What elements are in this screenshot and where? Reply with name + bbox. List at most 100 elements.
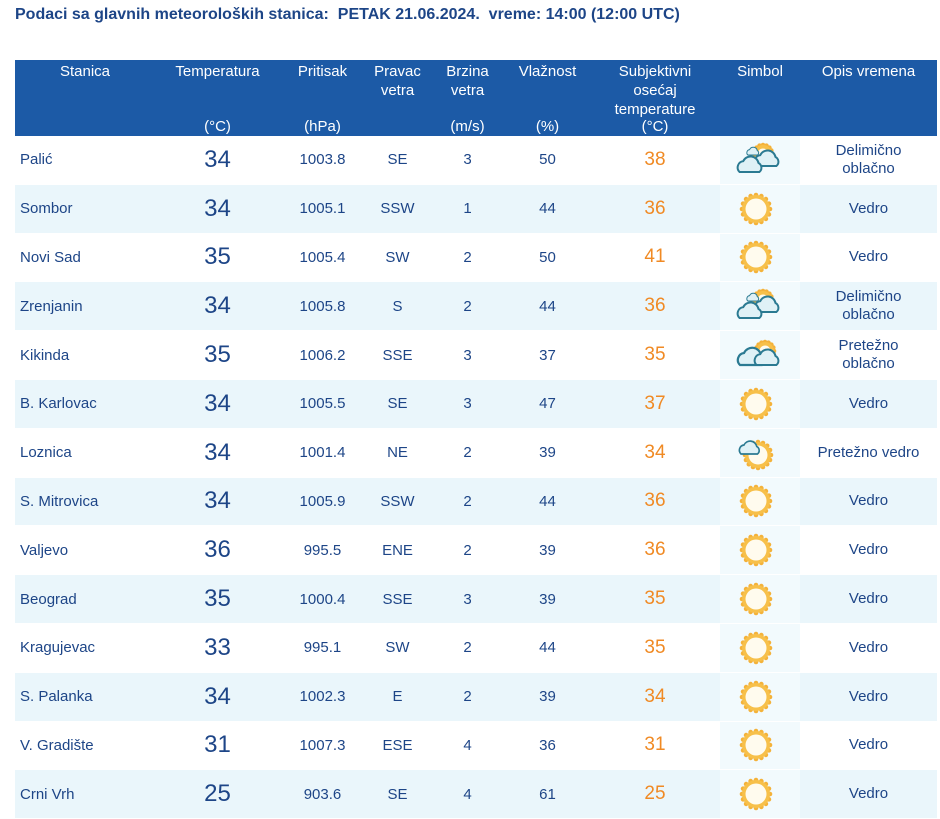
table-row: Kragujevac 33 995.1 SW 2 44 35 Vedro — [15, 623, 937, 673]
cell-wind-speed: 2 — [430, 281, 505, 332]
cell-pressure: 1005.1 — [280, 184, 365, 234]
cell-symbol — [720, 136, 800, 185]
cell-symbol — [720, 525, 800, 576]
cell-temperature: 35 — [155, 574, 280, 624]
cell-station: Palić — [15, 136, 155, 185]
header-label: Pravac vetra — [374, 63, 421, 99]
cell-temperature: 25 — [155, 769, 280, 819]
header-humidity: Vlažnost (%) — [505, 60, 590, 136]
cell-wind-speed: 3 — [430, 379, 505, 429]
cell-description: Vedro — [800, 379, 937, 429]
cell-wind-speed: 3 — [430, 136, 505, 185]
cell-wind-speed: 3 — [430, 330, 505, 380]
cell-humidity: 39 — [505, 428, 590, 478]
cell-wind-direction: NE — [365, 428, 430, 478]
cell-feels-like: 36 — [590, 525, 720, 576]
cell-feels-like: 36 — [590, 477, 720, 527]
cell-wind-speed: 4 — [430, 769, 505, 819]
cell-station: Kikinda — [15, 330, 155, 380]
cell-temperature: 34 — [155, 379, 280, 429]
cell-station: B. Karlovac — [15, 379, 155, 429]
table-row: S. Mitrovica 34 1005.9 SSW 2 44 36 Vedro — [15, 477, 937, 527]
cell-wind-direction: SSW — [365, 477, 430, 527]
cell-symbol — [720, 184, 800, 234]
header-temperature: Temperatura (°C) — [155, 60, 280, 136]
cell-humidity: 47 — [505, 379, 590, 429]
partly-cloudy-icon — [736, 288, 780, 320]
cell-pressure: 903.6 — [280, 769, 365, 819]
cell-humidity: 36 — [505, 721, 590, 771]
cell-wind-direction: S — [365, 281, 430, 332]
cell-wind-direction: SSW — [365, 184, 430, 234]
cell-feels-like: 35 — [590, 330, 720, 380]
cell-humidity: 50 — [505, 233, 590, 283]
table-row: Crni Vrh 25 903.6 SE 4 61 25 Vedro — [15, 769, 937, 819]
cell-station: S. Mitrovica — [15, 477, 155, 527]
cell-pressure: 1002.3 — [280, 672, 365, 722]
cell-description: Delimično oblačno — [800, 136, 937, 185]
cell-station: Beograd — [15, 574, 155, 624]
cell-description: Vedro — [800, 477, 937, 527]
cell-temperature: 34 — [155, 477, 280, 527]
cell-description: Vedro — [800, 721, 937, 771]
cell-temperature: 34 — [155, 428, 280, 478]
cell-description: Vedro — [800, 623, 937, 673]
cell-pressure: 1005.5 — [280, 379, 365, 429]
cell-station: Loznica — [15, 428, 155, 478]
cell-feels-like: 25 — [590, 769, 720, 819]
cell-symbol — [720, 623, 800, 673]
cell-symbol — [720, 721, 800, 771]
cell-station: Valjevo — [15, 525, 155, 576]
cell-wind-direction: SE — [365, 379, 430, 429]
sun-icon — [739, 241, 773, 274]
cell-feels-like: 36 — [590, 184, 720, 234]
cell-symbol — [720, 428, 800, 478]
cell-symbol — [720, 769, 800, 819]
cell-feels-like: 37 — [590, 379, 720, 429]
header-unit: (°C) — [641, 118, 669, 135]
cell-humidity: 39 — [505, 672, 590, 722]
cell-station: Crni Vrh — [15, 769, 155, 819]
table-row: Palić 34 1003.8 SE 3 50 38 Delimično oblačno — [15, 136, 937, 185]
cell-description: Vedro — [800, 574, 937, 624]
cell-wind-speed: 2 — [430, 623, 505, 673]
cell-wind-direction: SW — [365, 233, 430, 283]
cell-humidity: 44 — [505, 281, 590, 332]
cell-symbol — [720, 477, 800, 527]
cell-description: Pretežno vedro — [800, 428, 937, 478]
table-row: S. Palanka 34 1002.3 E 2 39 34 Vedro — [15, 672, 937, 722]
table-row: Zrenjanin 34 1005.8 S 2 44 36 Delimično oblačno — [15, 281, 937, 332]
cell-wind-speed: 2 — [430, 233, 505, 283]
mostly-sunny-icon — [738, 439, 774, 470]
cell-humidity: 44 — [505, 477, 590, 527]
sun-icon — [739, 582, 773, 616]
cell-temperature: 34 — [155, 184, 280, 234]
cell-wind-speed: 2 — [430, 525, 505, 576]
header-wind-direction: Pravac vetra — [365, 60, 430, 136]
cell-station: Novi Sad — [15, 233, 155, 283]
cell-station: Sombor — [15, 184, 155, 234]
cell-symbol — [720, 233, 800, 283]
cell-humidity: 44 — [505, 623, 590, 673]
sun-icon — [739, 192, 773, 225]
cell-station: V. Gradište — [15, 721, 155, 771]
header-unit: (m/s) — [450, 118, 485, 135]
sun-icon — [739, 777, 773, 811]
cell-station: Kragujevac — [15, 623, 155, 673]
header-description: Opis vremena — [800, 60, 937, 136]
header-label: Vlažnost — [518, 63, 577, 80]
cell-wind-direction: SSE — [365, 574, 430, 624]
header-label: Stanica — [59, 63, 111, 80]
header-label: Simbol — [737, 63, 783, 80]
header-label: Temperatura — [175, 63, 260, 80]
cell-description: Delimično oblačno — [800, 281, 937, 332]
header-pressure: Pritisak (hPa) — [280, 60, 365, 136]
table-row: Beograd 35 1000.4 SSE 3 39 35 Vedro — [15, 574, 937, 624]
cell-pressure: 1001.4 — [280, 428, 365, 478]
cell-humidity: 61 — [505, 769, 590, 819]
cell-symbol — [720, 330, 800, 380]
cell-wind-speed: 2 — [430, 428, 505, 478]
cell-temperature: 34 — [155, 136, 280, 185]
cell-wind-direction: SW — [365, 623, 430, 673]
cell-description: Vedro — [800, 769, 937, 819]
